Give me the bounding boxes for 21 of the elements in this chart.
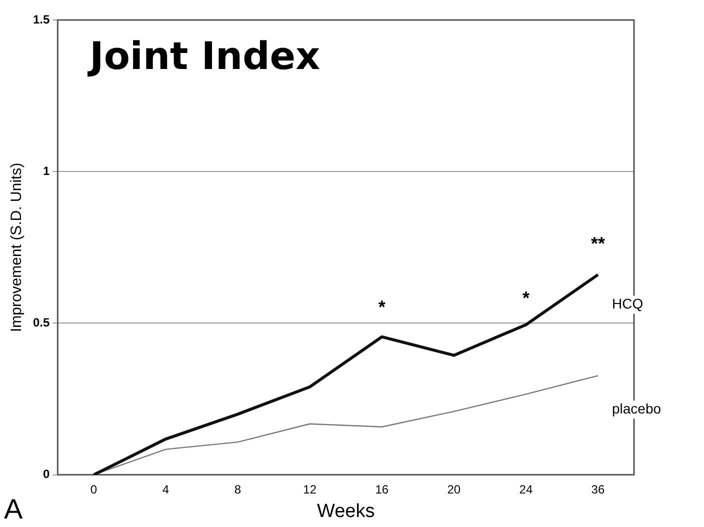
series-label: HCQ	[612, 296, 644, 312]
x-tick-label: 12	[303, 482, 317, 496]
chart-title: Joint Index	[86, 34, 320, 78]
x-tick-label: 0	[90, 482, 98, 496]
annotation: *	[378, 297, 386, 318]
x-tick-label: 20	[447, 482, 461, 496]
x-tick-label: 8	[234, 482, 242, 496]
x-tick-label: 36	[591, 482, 605, 496]
annotation: *	[522, 288, 530, 308]
y-tick-label: 1.5	[32, 12, 50, 26]
text: placebo	[612, 400, 662, 417]
x-tick-label: 4	[162, 482, 170, 496]
x-tick-label: 24	[519, 482, 533, 496]
x-axis-title: Weeks	[316, 500, 375, 522]
y-tick-label: 0	[42, 467, 50, 482]
y-axis-title: Improvement (S.D. Units)	[8, 162, 26, 332]
y-tick-label: 0.5	[32, 316, 50, 330]
y-tick-label: 1	[42, 164, 50, 178]
x-tick-label: 16	[375, 482, 389, 496]
annotation: **	[590, 233, 605, 254]
text: A	[4, 494, 23, 525]
